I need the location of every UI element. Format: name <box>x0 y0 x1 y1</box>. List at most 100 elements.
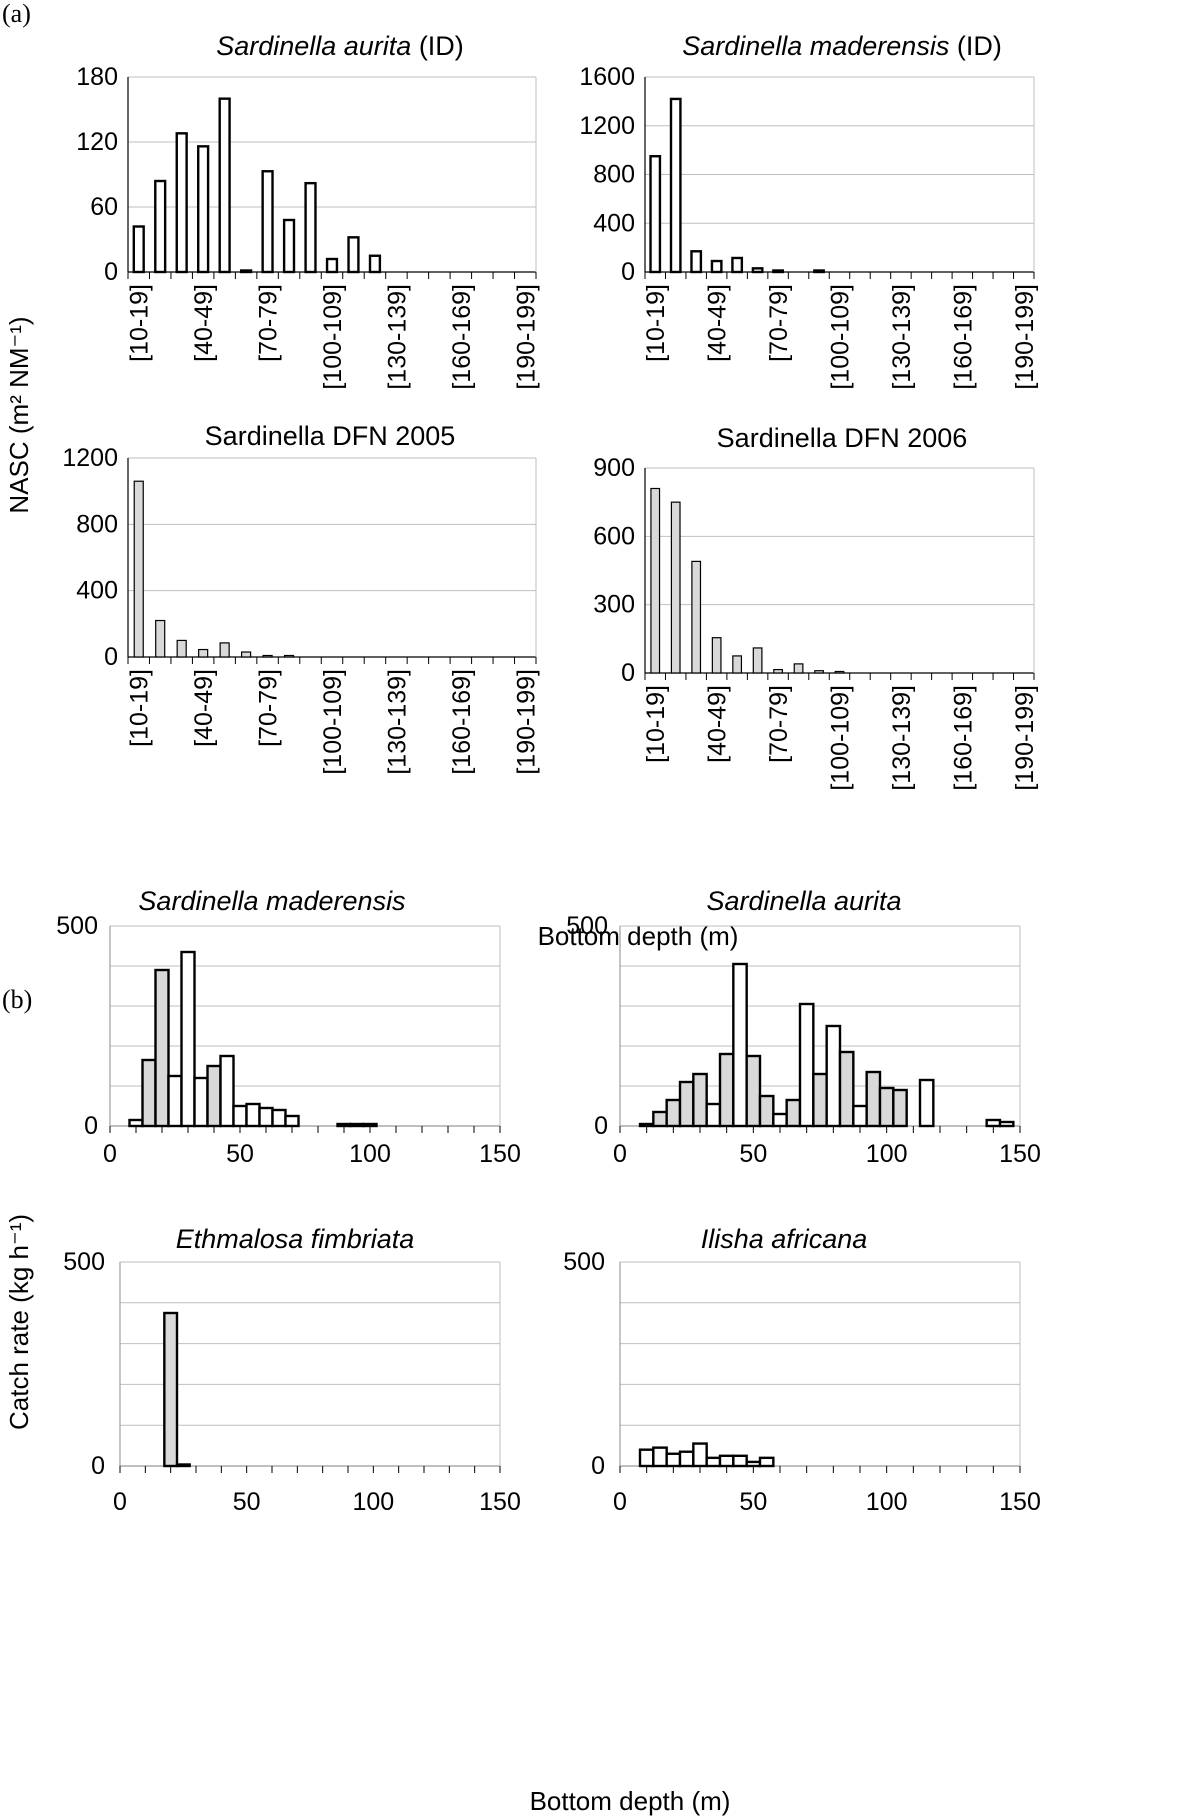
chart-b2: Sardinella aurita 0 500 0 50 100 150 <box>566 886 1041 1168</box>
bar-7-5 <box>128 1118 144 1128</box>
x-tick-label: 0 <box>103 1140 117 1168</box>
y-tick-label: 300 <box>593 591 635 619</box>
bar-7-5 <box>638 1122 655 1128</box>
chart-b4: Ilisha africana 0 500 0 50 100 150 <box>563 1224 1041 1516</box>
x-tick-label-130-139: [130-139] <box>888 685 916 791</box>
x-tick-label-190-199: [190-199] <box>512 284 540 390</box>
bar-77-5 <box>825 1024 842 1128</box>
bar-20-29 <box>669 97 682 274</box>
bar-47-5 <box>745 1054 762 1128</box>
x-tick-label: 150 <box>479 1140 521 1168</box>
x-tick-label-70-79: [70-79] <box>765 284 793 362</box>
bar-100-109 <box>325 257 339 274</box>
b-y-axis-title: Catch rate (kg h⁻¹) <box>4 1214 34 1430</box>
bar-22-5 <box>167 1074 183 1128</box>
bar-10-19 <box>649 155 662 274</box>
bar-112-5 <box>918 1078 935 1128</box>
a-y-axis-title: NASC (m² NM⁻¹) <box>4 316 34 513</box>
bar-42-5 <box>219 1054 235 1128</box>
chart-title-main: Sardinella DFN 2005 <box>205 421 456 451</box>
bar-50-59 <box>732 655 743 674</box>
x-tick-label-190-199: [190-199] <box>1011 685 1039 791</box>
bar-110-119 <box>347 236 360 274</box>
x-tick-label-70-79: [70-79] <box>765 685 793 763</box>
x-tick-label-190-199: [190-199] <box>1011 284 1039 390</box>
bar-87-5 <box>852 1104 868 1128</box>
chart-title-main: Sardinella aurita <box>706 886 901 916</box>
x-tick-label-100-109: [100-109] <box>827 284 855 390</box>
x-tick-label: 0 <box>113 1488 127 1516</box>
bar-17-5 <box>163 1311 179 1468</box>
chart-title: Ilisha africana <box>701 1224 868 1254</box>
chart-b1: Sardinella maderensis 0 500 0 50 100 150 <box>56 886 521 1168</box>
x-tick-label-100-109: [100-109] <box>319 669 347 775</box>
x-tick-label: 100 <box>866 1140 908 1168</box>
chart-title: Sardinella DFN 2006 <box>717 423 968 453</box>
bar-47-5 <box>745 1460 762 1468</box>
chart-title-main: Sardinella aurita <box>216 31 411 61</box>
x-tick-label-40-49: [40-49] <box>704 685 732 763</box>
bar-30-39 <box>690 250 703 274</box>
bar-82-5 <box>838 1050 855 1128</box>
chart-title-suffix: (ID) <box>411 31 463 61</box>
bar-40-49 <box>197 145 210 274</box>
y-tick-label: 500 <box>563 1248 605 1276</box>
x-tick-label-130-139: [130-139] <box>888 284 916 390</box>
bar-62-5 <box>785 1098 802 1128</box>
x-tick-label: 150 <box>999 1140 1041 1168</box>
chart-title: Sardinella maderensis (ID) <box>682 31 1002 61</box>
bar-30-39 <box>691 560 702 674</box>
x-tick-label-160-169: [160-169] <box>949 284 977 390</box>
bar-20-29 <box>154 179 167 274</box>
bar-52-5 <box>758 1456 775 1468</box>
bar-80-89 <box>282 218 296 274</box>
chart-a3: Sardinella DFN 2005 0 400 800 1200 [10-19] [40… <box>62 421 540 775</box>
bar-10-19 <box>650 487 661 674</box>
bar-40-49 <box>198 648 209 658</box>
bar-70-79 <box>261 170 274 274</box>
y-tick-label: 0 <box>104 643 118 671</box>
bar-12-5 <box>652 1110 668 1128</box>
x-tick-label-190-199: [190-199] <box>512 669 540 775</box>
x-tick-label-40-49: [40-49] <box>704 284 732 362</box>
chart-title: Sardinella maderensis <box>138 886 405 916</box>
bar-97-5 <box>362 1122 378 1128</box>
y-tick-label: 0 <box>594 1112 608 1140</box>
x-tick-label: 150 <box>999 1488 1041 1516</box>
bar-37-5 <box>718 1052 735 1128</box>
x-tick-label-160-169: [160-169] <box>448 669 476 775</box>
charts-group: Sardinella aurita (ID) 0 60 120 180 [10-19] [4… <box>56 31 1041 1516</box>
x-tick-label: 100 <box>352 1488 394 1516</box>
chart-title-main: Ethmalosa fimbriata <box>176 1224 415 1254</box>
chart-title: Ethmalosa fimbriata <box>176 1224 415 1254</box>
bar-60-69 <box>751 267 764 274</box>
bar-12-5 <box>652 1446 668 1468</box>
bar-27-5 <box>692 1442 708 1468</box>
chart-a4: Sardinella DFN 2006 0 300 600 900 [10-19] [40-… <box>593 423 1038 791</box>
y-tick-label: 400 <box>593 209 635 237</box>
chart-title-suffix: (ID) <box>949 31 1001 61</box>
bar-100-109 <box>834 670 845 674</box>
y-tick-label: 0 <box>84 1112 98 1140</box>
y-tick-label: 1200 <box>62 444 118 472</box>
chart-title: Sardinella aurita (ID) <box>216 31 464 61</box>
bar-20-29 <box>670 501 681 674</box>
x-tick-label: 0 <box>613 1140 627 1168</box>
chart-title: Sardinella aurita <box>706 886 901 916</box>
x-tick-label: 50 <box>233 1488 261 1516</box>
b-x-axis-title: Bottom depth (m) <box>530 1786 731 1816</box>
chart-title-main: Sardinella maderensis <box>138 886 405 916</box>
bar-22-5 <box>175 1463 191 1468</box>
bar-12-5 <box>141 1058 157 1128</box>
y-tick-label: 500 <box>63 1248 105 1276</box>
bar-57-5 <box>772 1112 788 1128</box>
y-tick-label: 800 <box>593 161 635 189</box>
bar-30-39 <box>175 132 188 274</box>
bar-102-5 <box>892 1088 908 1128</box>
bar-60-69 <box>240 651 252 658</box>
bar-22-5 <box>678 1450 695 1468</box>
chart-a2: Sardinella maderensis (ID) 0 400 800 1200 160… <box>579 31 1038 390</box>
bar-32-5 <box>193 1076 209 1128</box>
x-tick-label-130-139: [130-139] <box>383 669 411 775</box>
x-tick-label-70-79: [70-79] <box>255 669 283 747</box>
